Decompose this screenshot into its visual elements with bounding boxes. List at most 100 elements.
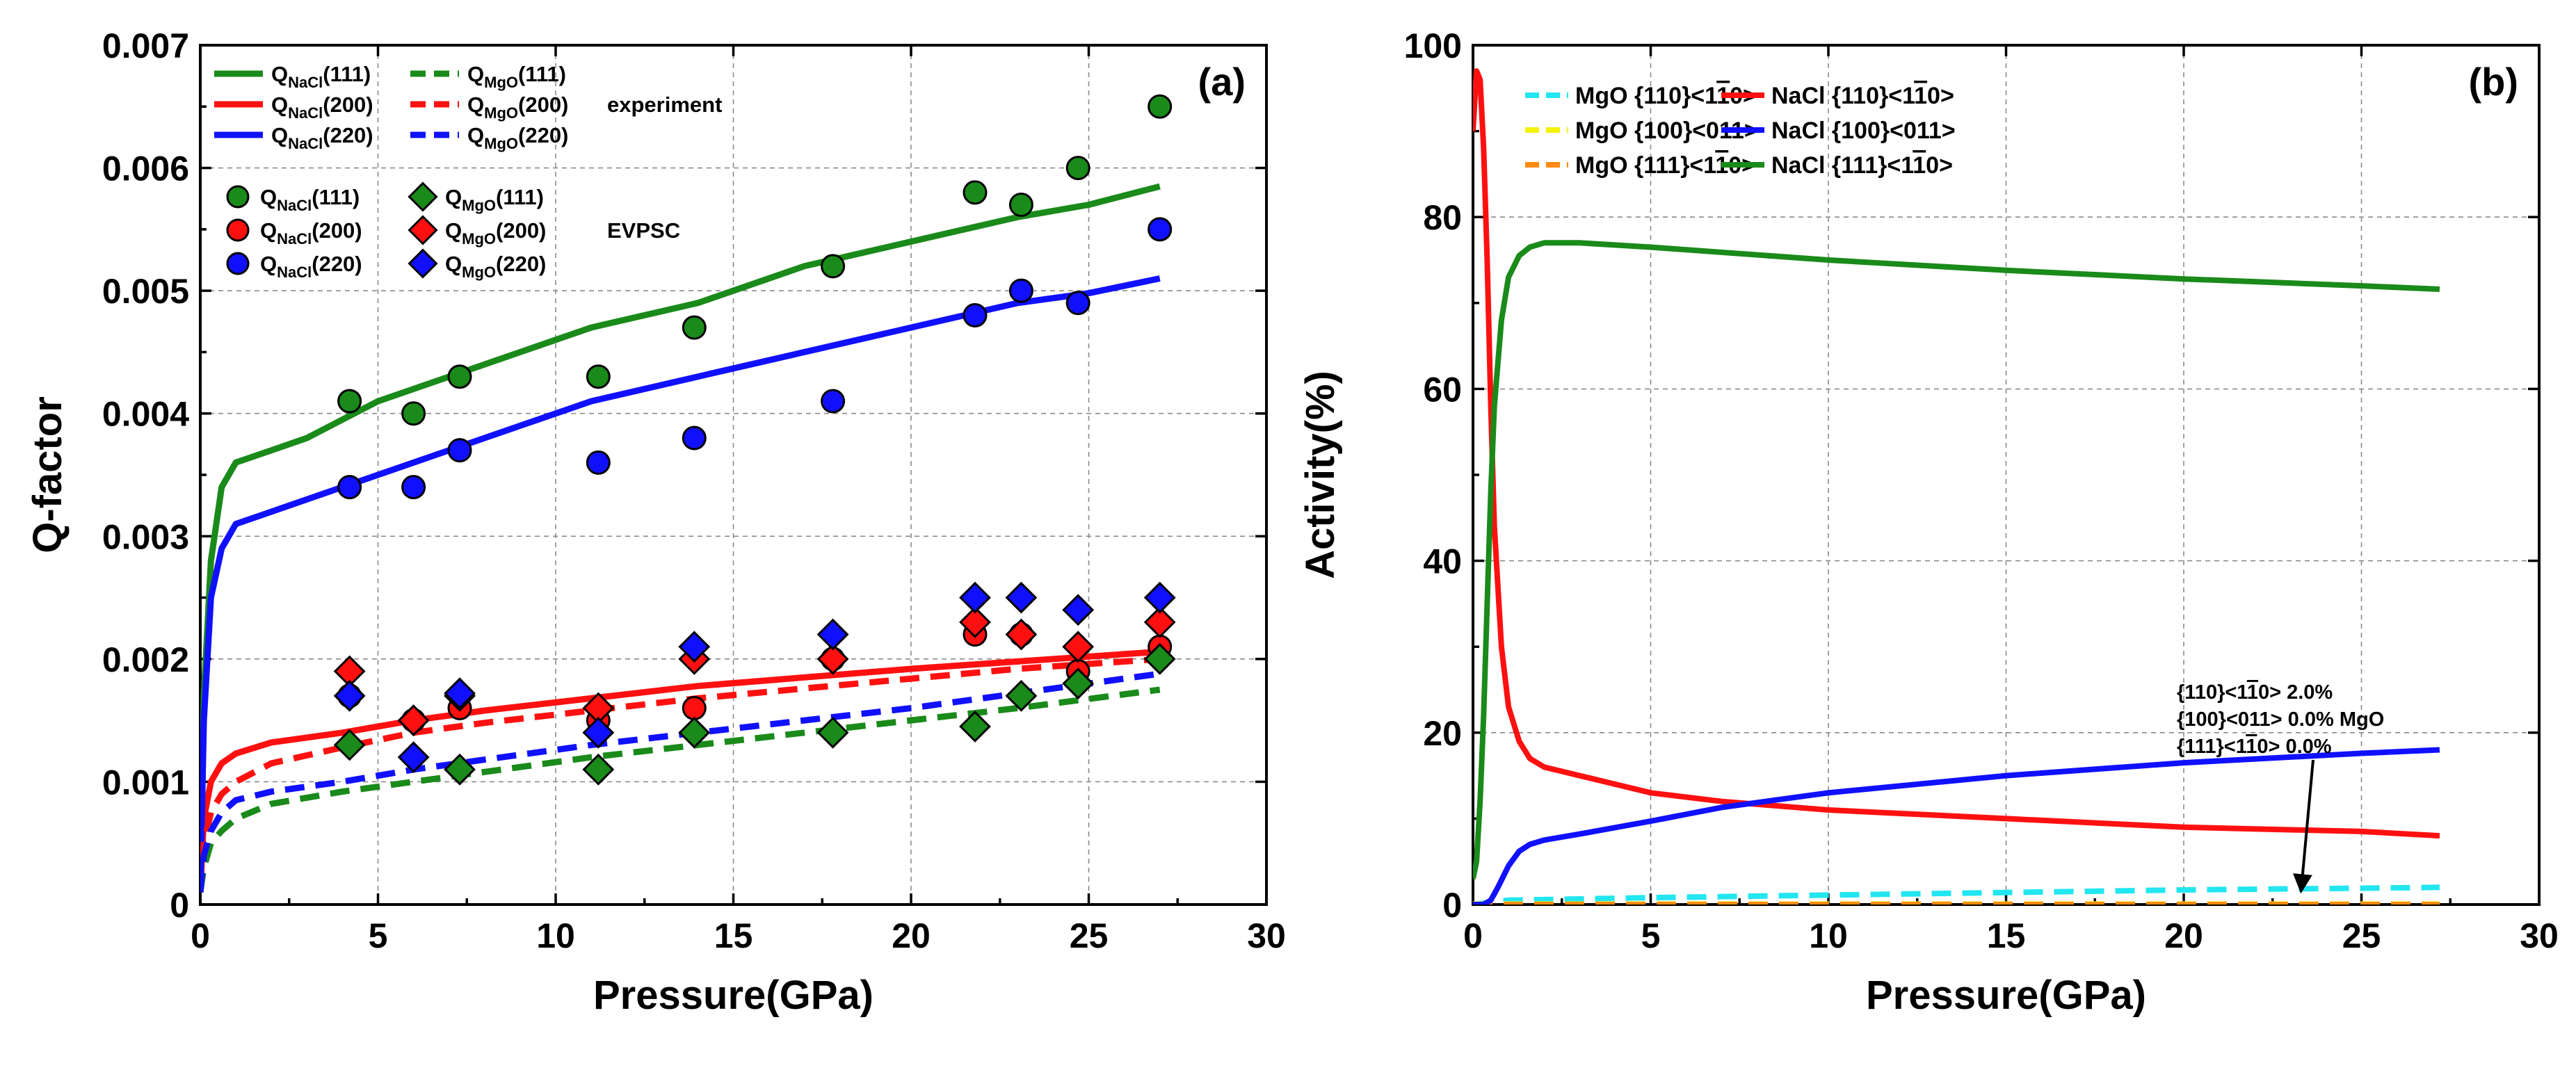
panel-a-chart: 0 5 10 15 20 25 30 0 0.001 0.002 0.003 0.004 0.005 0.… [25,26,1286,1018]
panel-a-y-tick-label: 0.006 [102,149,189,188]
panel-a-point-nacl111 [682,315,707,340]
panel-a-legend-group-experiment: experiment [607,92,722,117]
panel-b-x-tick-label: 10 [1809,916,1848,955]
panel-a-point-nacl220 [682,425,707,451]
panel-a-line-nacl111 [200,183,1161,893]
panel-b-annotation-line: {111}<110> 0.0% [2177,736,2332,758]
panel-a-x-tick-label: 25 [1070,916,1109,955]
panel-a-point-nacl111 [1008,193,1033,218]
panel-a-point-nacl220 [401,475,426,500]
panel-b-panel-label: (b) [2468,60,2518,104]
panel-a-point-nacl111 [1148,94,1173,119]
panel-a-point-mgo220 [816,618,849,651]
panel-a-point-nacl111 [586,364,611,389]
panel-a-y-tick-label: 0.004 [102,395,189,434]
panel-a-point-nacl111 [821,254,846,279]
panel-a-point-mgo111 [1143,642,1176,675]
panel-a-y-tick-label: 0.003 [102,517,189,556]
panel-a-point-nacl220 [447,438,472,463]
panel-a-point-nacl220 [1065,291,1090,316]
panel-a-panel-label: (a) [1198,60,1246,104]
panel-a-plot-frame [199,44,1268,906]
panel-a-point-mgo220 [582,716,615,749]
panel-b-x-tick-label: 0 [1463,916,1483,955]
panel-a-point-mgo111 [678,716,711,749]
panel-a-point-mgo200 [959,606,991,638]
panel-b-y-tick-label: 0 [1442,886,1462,925]
panel-a-point-mgo220 [1143,581,1176,614]
panel-a-y-tick-label: 0.001 [102,763,189,802]
panel-b-x-tick-label: 20 [2164,916,2203,955]
panel-b-legend-label: NaCl {110}<110> [1771,83,1954,109]
panel-a-point-nacl111 [337,389,362,414]
panel-b-line-4 [1473,747,2440,905]
panel-a-point-mgo200 [397,704,430,737]
panel-a-point-mgo200 [1062,631,1095,663]
panel-a-x-tick-label: 5 [369,916,388,955]
panel-a-point-nacl220 [1148,217,1173,242]
panel-a-point-nacl200 [682,695,707,720]
panel-b-x-tick-label: 15 [1987,916,2026,955]
panel-a-point-mgo220 [678,631,711,663]
panel-a-legend-line-label: QNaCl(200) [271,92,373,122]
panel-a-point-mgo111 [1005,679,1038,712]
panel-a-x-axis-title: Pressure(GPa) [593,973,874,1018]
panel-a-legend-marker-swatch [226,252,250,275]
panel-b-annotation-arrow [2292,759,2315,894]
panel-a-point-mgo111 [582,753,615,786]
panel-a-x-tick-label: 10 [536,916,575,955]
panel-b-line-3 [1473,68,2440,839]
panel-a-point-mgo220 [1005,581,1038,614]
panel-a-point-mgo220 [959,581,991,614]
panel-a-legend-marker-swatch [226,218,250,242]
panel-b-annotation-line: {100}<011> 0.0% MgO [2177,708,2384,731]
panel-b-legend-label: NaCl {111}<110> [1771,152,1953,179]
panel-a-point-nacl220 [963,302,988,327]
panel-a-point-nacl220 [337,475,362,500]
panel-a-legend-line-label: QNaCl(220) [271,123,373,152]
panel-a-point-mgo111 [333,729,366,761]
panel-a-point-nacl220 [821,389,846,414]
panel-a-y-tick-label: 0.002 [102,640,189,679]
panel-b-x-tick-label: 25 [2342,916,2381,955]
panel-a-x-tick-label: 30 [1247,916,1286,955]
panel-a-x-tick-label: 15 [714,916,753,955]
panel-a-point-mgo111 [959,711,991,743]
panel-a-point-mgo200 [1143,606,1176,638]
panel-a-point-nacl111 [447,364,472,389]
panel-a-y-tick-label: 0.005 [102,272,189,311]
panel-b-y-tick-label: 80 [1423,198,1462,237]
panel-a-legend-marker-label: QNaCl(200) [260,218,362,248]
panel-b-y-tick-label: 60 [1423,370,1462,409]
panel-a-legend-group-evpsc: EVPSC [607,218,680,243]
panel-a-y-axis-title: Q-factor [25,396,70,553]
panel-a-point-nacl111 [963,180,988,205]
panel-a-x-tick-label: 20 [892,916,931,955]
panel-b-y-axis-title: Activity(%) [1298,371,1343,579]
panel-a-legend-line-label: QMgO(220) [467,123,568,152]
panel-a-legend-line-label: QMgO(200) [467,92,568,122]
panel-a-point-nacl111 [401,401,426,426]
panel-b-line-5 [1473,240,2440,879]
panel-a-legend-marker-swatch [408,215,438,245]
panel-a-legend-marker-swatch [226,185,250,209]
panel-a-legend-marker-label: QNaCl(220) [260,252,362,281]
panel-a-legend-marker-label: QNaCl(111) [260,185,360,214]
panel-a-legend-marker-swatch [408,248,438,279]
panel-b-y-tick-label: 100 [1404,26,1462,65]
panel-b-x-tick-label: 5 [1641,916,1661,955]
panel-a-legend-marker-label: QMgO(200) [445,218,546,248]
panel-a-point-mgo220 [1062,594,1095,626]
panel-b-annotation-line: {110}<110> 2.0% [2177,681,2333,704]
panel-a-point-nacl111 [1065,156,1090,181]
panel-b-chart: 0 5 10 15 20 25 30 0 20 40 60 80 100 Pressure(GPa) Act… [1298,26,2559,1018]
panel-a-point-mgo111 [444,753,476,786]
panel-a-point-nacl220 [1008,278,1033,303]
panel-b-y-tick-label: 20 [1423,714,1462,753]
panel-b-x-axis-title: Pressure(GPa) [1866,973,2146,1018]
panel-a-point-mgo220 [397,741,430,774]
panel-b-y-tick-label: 40 [1423,542,1462,581]
panel-b-legend-label: NaCl {100}<011> [1771,117,1956,144]
panel-a-legend-marker-label: QMgO(220) [445,252,546,281]
